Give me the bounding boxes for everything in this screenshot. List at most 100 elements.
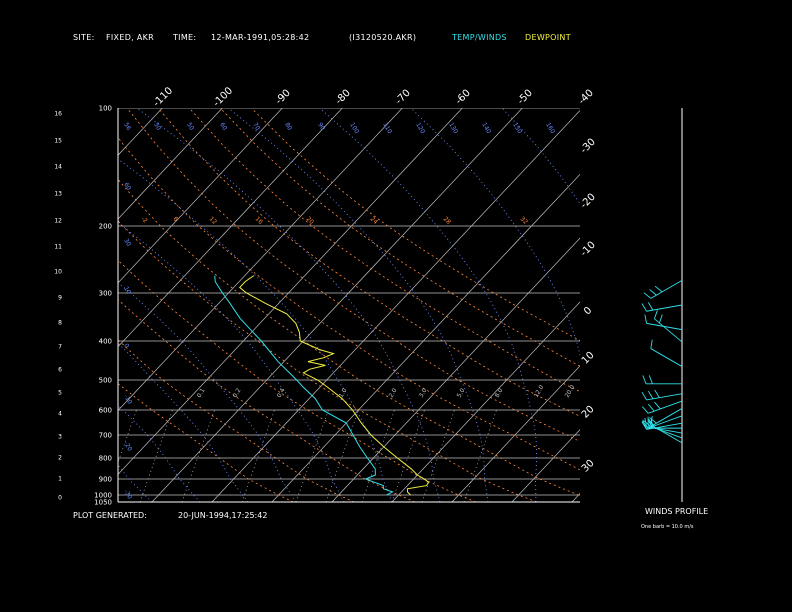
height-tick-label: 16 (54, 111, 62, 118)
height-tick-label: 7 (58, 344, 62, 351)
moist-adiabat-label: 120 (414, 122, 426, 136)
isotherm-line (391, 301, 580, 502)
moist-adiabat (501, 108, 580, 205)
isotherm-line (0, 108, 102, 502)
wind-barb (646, 322, 683, 331)
legend-temp-winds: TEMP/WINDS (452, 33, 507, 42)
wind-barb-flag (647, 390, 654, 400)
moist-adiabat-label: 0 (122, 343, 130, 350)
mixing-ratio-line (325, 409, 359, 502)
isotherm-line (0, 108, 42, 502)
pressure-tick-label: 800 (99, 455, 112, 463)
moist-adiabat-label: 160 (544, 122, 556, 136)
dry-adiabat (219, 108, 580, 367)
right-temp-label: 0 (582, 305, 594, 317)
pressure-tick-label: 100 (99, 105, 112, 113)
dry-adiabat (118, 339, 355, 502)
top-temp-label: -40 (577, 88, 596, 107)
moist-adiabat-label: 56 (122, 122, 132, 132)
dry-adiabat-label: -2 (140, 215, 149, 224)
wind-barb-flag (649, 417, 657, 424)
top-temp-label: -80 (334, 88, 353, 107)
height-tick-label: 13 (54, 191, 62, 198)
wind-barb (650, 348, 683, 367)
mixing-ratio-line (391, 409, 425, 502)
moist-adiabat-label: 60 (122, 182, 132, 192)
barb-note: One barb = 10.0 m/s (641, 524, 694, 530)
wind-barb-flag (649, 289, 657, 296)
dry-adiabat (118, 383, 294, 502)
height-tick-label: 3 (58, 434, 62, 441)
top-temp-label: -100 (211, 85, 235, 109)
mixing-ratio-label: 0.1 (196, 387, 207, 399)
pressure-tick-label: 1050 (94, 499, 112, 507)
height-tick-label: 8 (58, 320, 62, 327)
mixing-ratio-label: 1.0 (338, 387, 349, 399)
top-temp-label: -70 (394, 88, 413, 107)
mixing-ratio-label: 3.0 (418, 387, 429, 399)
wind-barb-flag (647, 302, 654, 311)
time-value: 12-MAR-1991,05:28:42 (211, 33, 310, 42)
moist-adiabat (118, 158, 393, 502)
moist-adiabat (136, 108, 441, 502)
plot-generated-label: PLOT GENERATED: (73, 511, 147, 520)
mixing-ratio-line (421, 409, 455, 502)
height-tick-label: 4 (58, 411, 62, 418)
mixing-ratio-label: 5.0 (456, 387, 467, 399)
dry-adiabat (118, 298, 416, 502)
mixing-ratio-line (295, 409, 329, 502)
right-temp-label: 10 (580, 350, 597, 367)
plot-area (0, 108, 792, 502)
isotherm-line (211, 109, 580, 502)
moist-adiabat-label: 110 (381, 122, 393, 136)
dry-adiabat (118, 259, 477, 502)
pressure-tick-label: 700 (99, 432, 112, 440)
isotherm-line (692, 108, 792, 502)
moist-adiabat-label: -10 (122, 394, 133, 406)
moist-adiabat-label: 50 (185, 122, 195, 132)
dry-adiabat-label: 6 (172, 215, 180, 223)
wind-barb-flag (658, 314, 663, 324)
pressure-tick-label: 600 (99, 407, 112, 415)
wind-barb-flag (654, 389, 660, 398)
dry-adiabat (126, 108, 580, 442)
mixing-ratio-label: 8.0 (494, 387, 505, 399)
moist-adiabat-label: 130 (447, 122, 459, 136)
height-tick-label: 2 (58, 455, 62, 462)
pressure-tick-label: 500 (99, 377, 112, 385)
isotherm-line (632, 108, 792, 502)
isotherm-line (118, 108, 463, 475)
isotherm-line (151, 108, 523, 502)
wind-barb-flag (653, 310, 658, 319)
wind-barb-flag (641, 421, 649, 429)
dry-adiabat-label: 24 (369, 215, 379, 225)
moist-adiabat-label: -30 (122, 489, 133, 501)
wind-barb-flag (648, 404, 655, 412)
height-tick-label: 6 (58, 367, 62, 374)
isotherm-line (752, 108, 792, 502)
winds-profile-label: WINDS PROFILE (645, 507, 709, 516)
isotherm-line (451, 365, 580, 502)
wind-barb (654, 318, 683, 343)
wind-barb-flag (654, 285, 663, 293)
moist-adiabat (118, 404, 201, 502)
wind-barb-flag (650, 339, 653, 349)
moist-adiabat (410, 108, 580, 358)
right-temp-label: -30 (579, 137, 598, 156)
moist-adiabat-label: 90 (316, 122, 326, 132)
isotherm-line (118, 108, 403, 412)
wind-barb-flag (643, 292, 652, 299)
isotherm-line (271, 173, 580, 502)
pressure-tick-label: 200 (99, 223, 112, 231)
wind-barb (650, 279, 683, 299)
mixing-ratio-label: 12.0 (533, 384, 546, 399)
file-name: (I3120520.AKR) (349, 33, 417, 42)
wind-barb-flag (641, 406, 649, 414)
mixing-ratio-label: 20.0 (564, 384, 577, 399)
height-tick-label: 11 (54, 244, 62, 251)
dry-adiabat (188, 108, 580, 393)
isotherm-line (331, 237, 580, 502)
top-temp-label: -90 (274, 88, 293, 107)
legend-dewpoint: DEWPOINT (525, 33, 571, 42)
